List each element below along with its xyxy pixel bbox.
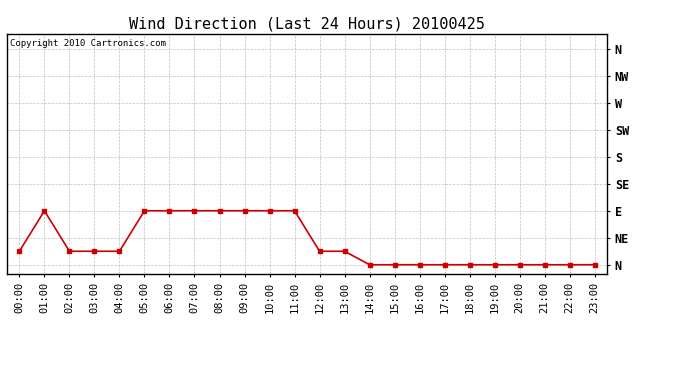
Text: Copyright 2010 Cartronics.com: Copyright 2010 Cartronics.com bbox=[10, 39, 166, 48]
Title: Wind Direction (Last 24 Hours) 20100425: Wind Direction (Last 24 Hours) 20100425 bbox=[129, 16, 485, 31]
